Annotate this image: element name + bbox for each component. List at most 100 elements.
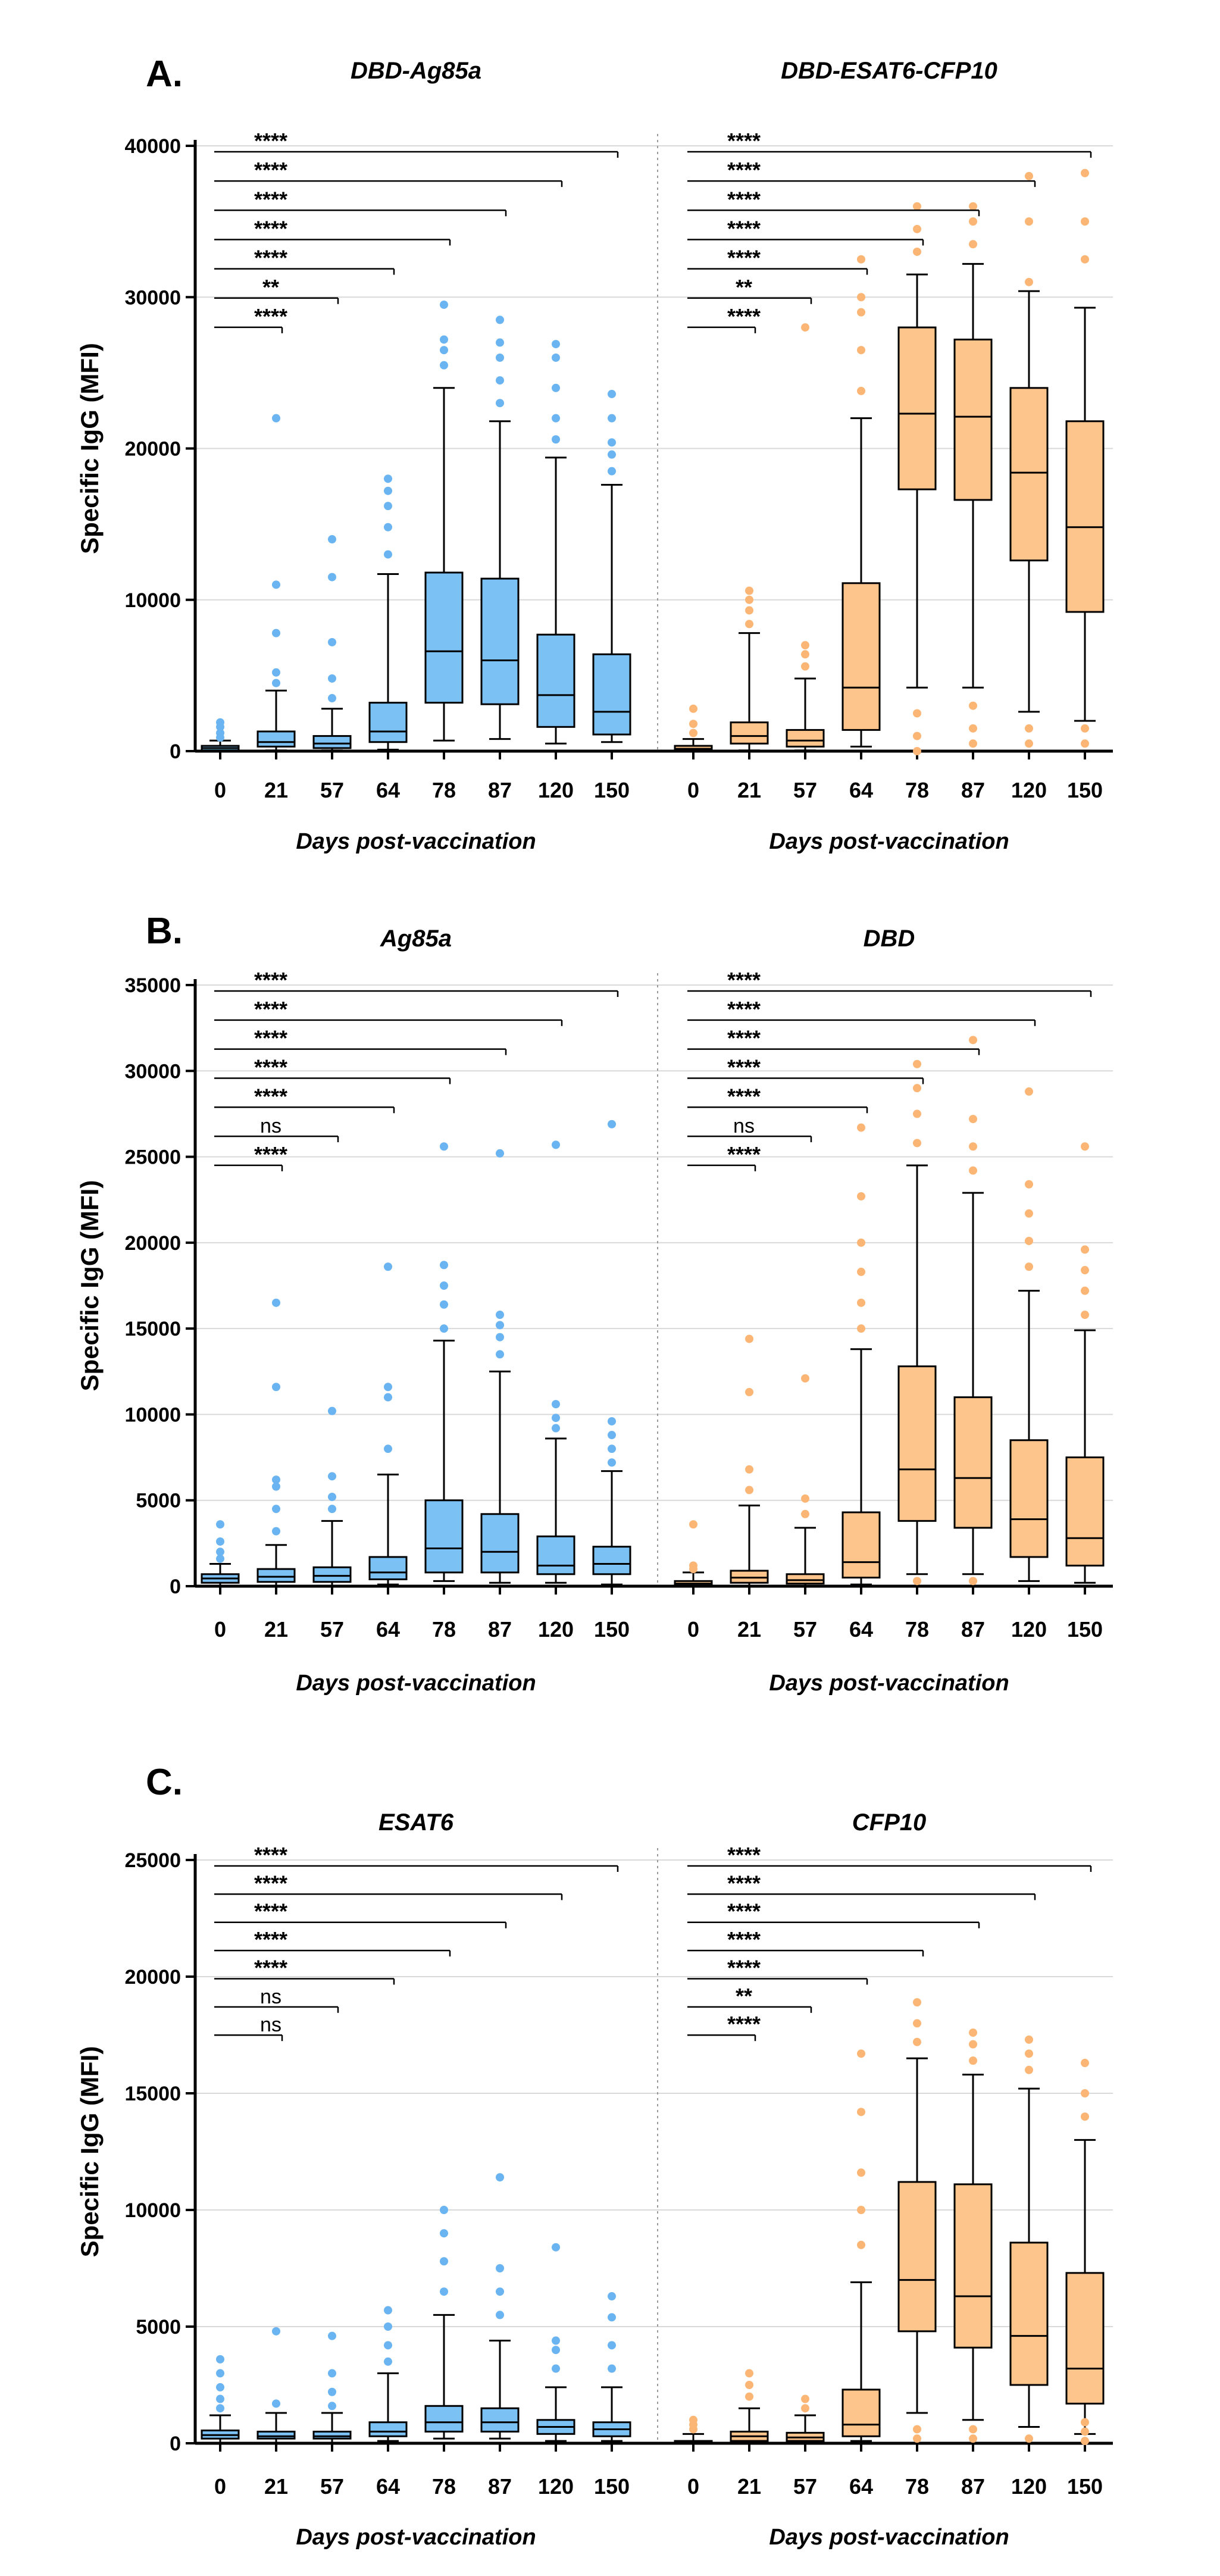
outlier-point [384,523,392,532]
significance-bracket: **** [687,997,1036,1026]
outlier-point [745,620,753,629]
outlier-point [913,2434,921,2443]
outlier-point [689,729,697,737]
outlier-point [913,747,921,755]
outlier-point [608,389,616,398]
x-tick-label: 21 [737,2474,761,2499]
outlier-point [272,580,280,589]
outlier-point [384,486,392,495]
outlier-point [496,338,504,347]
outlier-point [857,2240,865,2249]
outlier-point [801,2404,809,2413]
outlier-point [384,474,392,483]
outlier-point [216,1554,224,1563]
box-day-57 [312,2331,352,2444]
x-tick-label: 57 [320,1617,344,1642]
box-day-87 [953,2028,993,2443]
outlier-point [328,2387,336,2396]
outlier-point [1081,724,1089,733]
significance-bracket: **** [214,216,451,246]
outlier-point [857,1238,865,1247]
outlier-point [857,1324,865,1333]
box-iqr [424,571,464,704]
box-day-150 [1065,168,1105,748]
box-iqr [312,2430,352,2440]
outlier-point [496,315,504,324]
outlier-point [1025,2049,1033,2058]
outlier-point [552,1140,560,1149]
y-tick-label: 5000 [136,1490,181,1512]
outlier-point [440,2287,448,2296]
significance-label: **** [254,1843,287,1867]
x-tick-label: 120 [538,1617,574,1642]
box-day-21 [730,1334,769,1587]
outlier-point [969,2040,977,2049]
y-tick-label: 0 [170,1575,181,1598]
outlier-point [857,2049,865,2058]
outlier-point [801,650,809,659]
outlier-point [272,679,280,687]
box-day-78 [897,1059,937,1586]
x-tick-label: 120 [1011,778,1047,802]
outlier-point [801,2394,809,2403]
x-tick-label: 87 [488,778,512,802]
y-tick-label: 15000 [124,1318,181,1340]
box-day-64 [842,2049,881,2442]
outlier-point [608,450,616,459]
outlier-point [608,1417,616,1425]
box-day-120 [536,340,575,745]
box-day-78 [424,1142,464,1582]
significance-label: **** [254,158,287,182]
outlier-point [1081,255,1089,264]
y-tick-label: 25000 [124,1849,181,1872]
significance-bracket: **** [214,1871,563,1900]
box-day-64 [368,1262,408,1586]
box-iqr [897,2181,937,2333]
outlier-point [384,1262,392,1271]
significance-bracket: **** [687,1026,980,1055]
outlier-point [328,1472,336,1481]
outlier-point [857,2206,865,2214]
outlier-point [913,224,921,233]
outlier-point [1025,1087,1033,1096]
outlier-point [745,586,753,595]
outlier-point [913,1998,921,2007]
significance-label: **** [254,997,287,1021]
x-tick-label: 0 [214,778,226,802]
outlier-point [272,1383,280,1392]
outlier-point [913,1059,921,1068]
x-tick-label: 21 [737,1617,761,1642]
outlier-point [969,2028,977,2037]
box-day-64 [842,255,881,748]
outlier-point [552,1414,560,1423]
x-tick-label: 57 [793,778,817,802]
box-day-0 [201,2355,240,2444]
outlier-point [969,739,977,748]
x-tick-label: 64 [376,2474,400,2499]
significance-label: **** [727,1142,761,1167]
box-day-120 [1009,1087,1049,1582]
outlier-point [745,1334,753,1343]
outlier-point [384,1445,392,1453]
box-iqr [897,326,937,490]
outlier-point [1025,739,1033,748]
outlier-point [801,1494,809,1503]
outlier-point [384,1393,392,1402]
box-iqr [424,2405,464,2433]
x-tick-label: 87 [488,1617,512,1642]
outlier-point [272,2327,280,2336]
outlier-point [440,346,448,355]
y-tick-label: 20000 [124,438,181,461]
outlier-point [552,2364,560,2373]
outlier-point [552,435,560,444]
significance-bracket: **** [687,216,924,246]
box-day-150 [1065,1142,1105,1584]
x-tick-label: 150 [594,2474,630,2499]
significance-bracket: **** [687,1055,924,1084]
x-tick-label: 0 [687,778,699,802]
x-tick-label: 21 [737,778,761,802]
box-iqr [592,653,631,736]
box-iqr [312,735,352,749]
box-day-87 [953,202,993,748]
outlier-point [969,2056,977,2065]
